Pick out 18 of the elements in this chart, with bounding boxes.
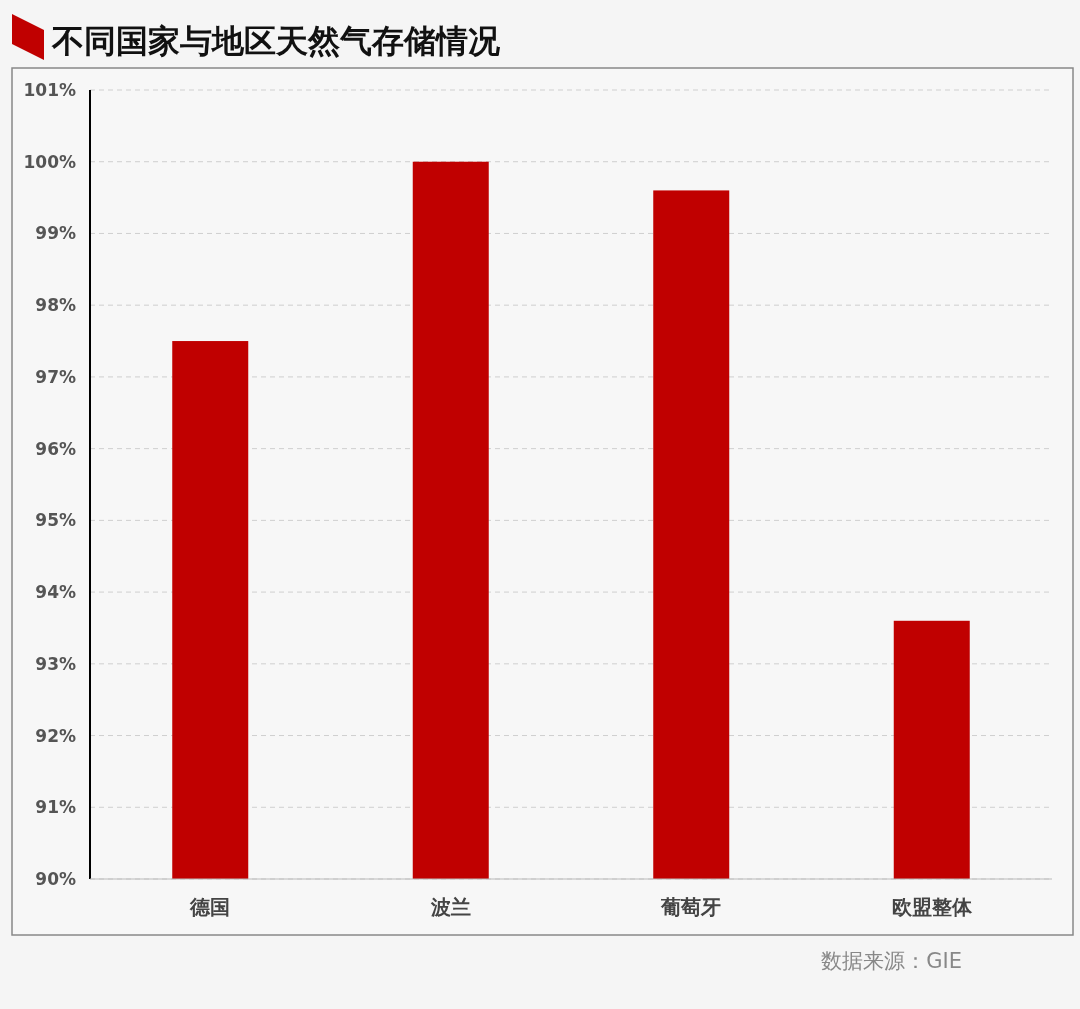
y-tick-label: 93%	[35, 653, 76, 674]
y-tick-label: 92%	[35, 725, 76, 746]
y-tick-label: 99%	[35, 223, 76, 244]
y-tick-label: 97%	[35, 366, 76, 387]
x-tick-label: 欧盟整体	[891, 895, 973, 919]
x-tick-label: 葡萄牙	[660, 895, 722, 919]
x-tick-label: 德国	[189, 895, 231, 919]
y-tick-label: 90%	[35, 869, 76, 889]
x-tick-label: 波兰	[429, 895, 471, 919]
y-tick-label: 96%	[35, 438, 76, 459]
chart-title: 不同国家与地区天然气存储情况	[51, 22, 501, 60]
y-tick-label: 98%	[35, 295, 76, 316]
y-tick-label: 100%	[23, 151, 76, 172]
y-tick-label: 101%	[23, 80, 76, 100]
y-tick-label: 91%	[35, 797, 76, 818]
y-tick-label: 94%	[35, 582, 76, 603]
source-note: 数据来源：GIE	[821, 949, 962, 973]
y-tick-label: 95%	[35, 510, 76, 531]
